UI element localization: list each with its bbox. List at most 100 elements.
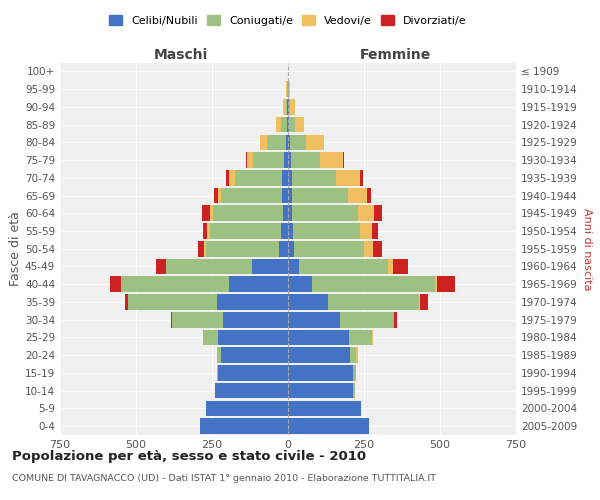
Bar xyxy=(373,241,382,256)
Y-axis label: Fasce di età: Fasce di età xyxy=(9,212,22,286)
Bar xyxy=(388,258,393,274)
Bar xyxy=(290,134,306,150)
Y-axis label: Anni di nascita: Anni di nascita xyxy=(581,208,592,290)
Bar xyxy=(289,82,290,97)
Bar xyxy=(217,365,218,380)
Bar xyxy=(288,134,290,150)
Bar xyxy=(291,152,320,168)
Bar xyxy=(218,330,288,345)
Bar xyxy=(289,99,290,114)
Bar xyxy=(203,330,218,345)
Bar xyxy=(288,188,292,204)
Bar xyxy=(295,117,304,132)
Bar xyxy=(436,276,437,292)
Bar xyxy=(260,134,268,150)
Bar xyxy=(226,170,229,186)
Bar xyxy=(360,170,363,186)
Bar xyxy=(358,206,374,221)
Bar xyxy=(217,348,221,363)
Bar xyxy=(349,188,367,204)
Bar xyxy=(171,312,172,328)
Bar xyxy=(282,170,288,186)
Bar xyxy=(215,383,288,398)
Bar xyxy=(283,99,286,114)
Bar xyxy=(221,188,282,204)
Bar xyxy=(214,188,218,204)
Bar xyxy=(156,258,166,274)
Bar xyxy=(283,206,288,221)
Bar xyxy=(276,117,281,132)
Bar xyxy=(288,152,291,168)
Bar xyxy=(205,241,206,256)
Bar xyxy=(202,206,209,221)
Bar xyxy=(353,365,356,380)
Bar xyxy=(223,312,288,328)
Bar xyxy=(360,223,372,239)
Bar xyxy=(235,170,282,186)
Bar xyxy=(286,134,288,150)
Bar xyxy=(286,99,287,114)
Bar xyxy=(288,206,292,221)
Bar xyxy=(199,241,205,256)
Bar xyxy=(371,330,373,345)
Bar xyxy=(287,99,288,114)
Bar xyxy=(166,258,251,274)
Bar xyxy=(200,418,288,434)
Bar xyxy=(340,312,394,328)
Text: Popolazione per età, sesso e stato civile - 2010: Popolazione per età, sesso e stato civil… xyxy=(12,450,366,463)
Bar xyxy=(288,365,353,380)
Bar xyxy=(281,223,288,239)
Bar xyxy=(287,117,288,132)
Legend: Celibi/Nubili, Coniugati/e, Vedovi/e, Divorziati/e: Celibi/Nubili, Coniugati/e, Vedovi/e, Di… xyxy=(105,10,471,30)
Bar xyxy=(279,241,288,256)
Bar xyxy=(364,241,373,256)
Bar xyxy=(247,152,253,168)
Bar xyxy=(288,383,353,398)
Bar xyxy=(206,241,279,256)
Bar xyxy=(110,276,121,292)
Bar xyxy=(217,294,288,310)
Bar xyxy=(206,400,288,416)
Bar xyxy=(128,294,217,310)
Bar xyxy=(229,276,288,292)
Bar xyxy=(209,206,212,221)
Bar xyxy=(229,170,235,186)
Bar xyxy=(349,330,371,345)
Bar xyxy=(292,188,349,204)
Bar xyxy=(212,206,283,221)
Bar xyxy=(288,400,361,416)
Bar xyxy=(284,152,288,168)
Bar xyxy=(328,294,419,310)
Bar xyxy=(268,134,286,150)
Bar xyxy=(420,294,428,310)
Bar xyxy=(294,241,364,256)
Bar xyxy=(394,312,397,328)
Bar xyxy=(218,188,221,204)
Bar xyxy=(288,99,289,114)
Bar xyxy=(282,188,288,204)
Bar xyxy=(281,117,287,132)
Bar xyxy=(292,206,358,221)
Bar xyxy=(203,223,208,239)
Bar xyxy=(288,276,313,292)
Bar xyxy=(288,312,340,328)
Bar xyxy=(343,152,344,168)
Bar xyxy=(306,134,325,150)
Bar xyxy=(356,348,358,363)
Bar xyxy=(393,258,408,274)
Bar xyxy=(288,241,294,256)
Bar xyxy=(367,188,371,204)
Bar xyxy=(419,294,420,310)
Bar xyxy=(290,99,295,114)
Bar xyxy=(251,258,288,274)
Bar xyxy=(121,276,229,292)
Bar xyxy=(288,170,292,186)
Bar xyxy=(246,152,247,168)
Bar xyxy=(288,348,350,363)
Bar xyxy=(210,223,281,239)
Text: COMUNE DI TAVAGNACCO (UD) - Dati ISTAT 1° gennaio 2010 - Elaborazione TUTTITALIA: COMUNE DI TAVAGNACCO (UD) - Dati ISTAT 1… xyxy=(12,474,436,483)
Bar xyxy=(253,152,284,168)
Bar xyxy=(353,383,355,398)
Bar xyxy=(221,348,288,363)
Bar xyxy=(299,258,388,274)
